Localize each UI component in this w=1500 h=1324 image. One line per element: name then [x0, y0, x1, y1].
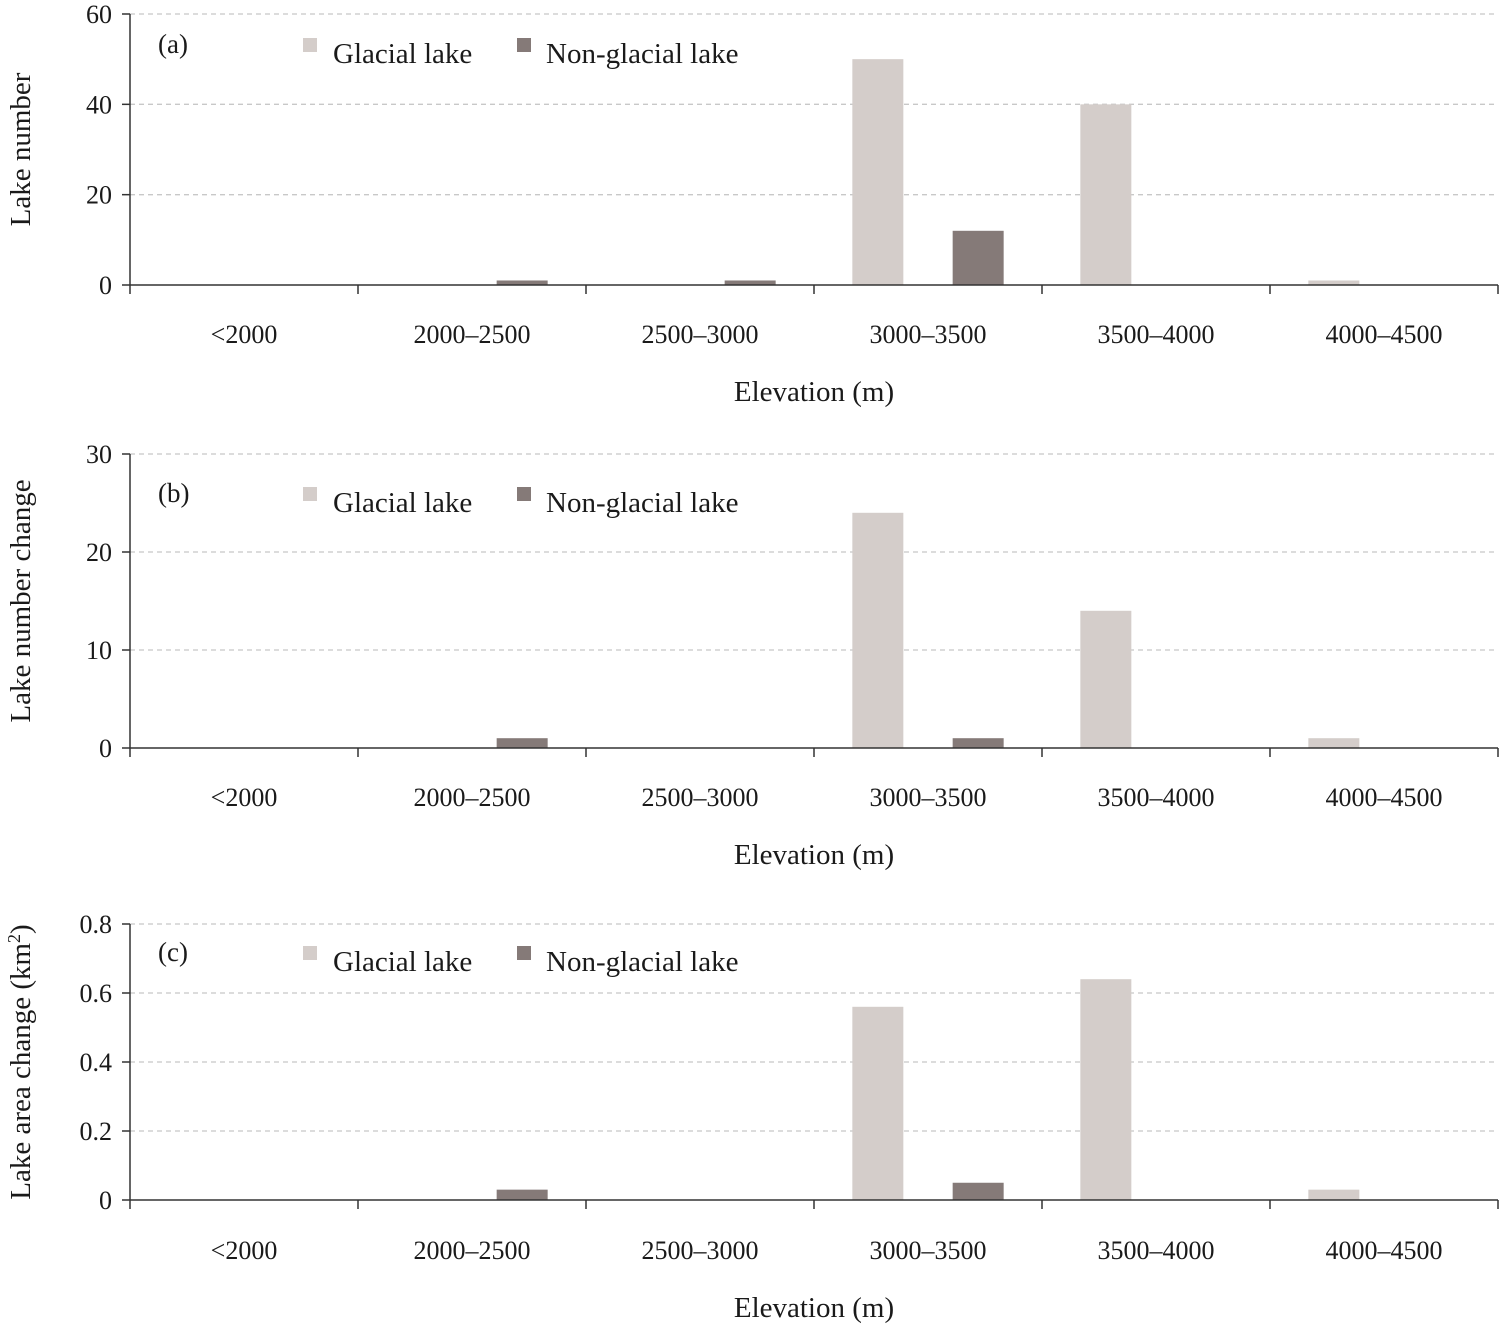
legend-swatch-non-glacial [517, 946, 531, 960]
legend-label-glacial: Glacial lake [333, 946, 472, 978]
y-tick-label: 40 [86, 90, 112, 119]
bar-glacial-3 [852, 512, 904, 748]
x-tick-label: 2500–3000 [642, 1236, 759, 1265]
legend-label-glacial: Glacial lake [333, 38, 472, 70]
y-tick-label: 20 [86, 538, 112, 567]
x-tick-label: 3500–4000 [1098, 783, 1215, 812]
bar-non-glacial-2 [724, 280, 776, 285]
x-tick-label: <2000 [211, 783, 278, 812]
bar-glacial-4 [1080, 104, 1132, 285]
y-tick-label: 30 [86, 440, 112, 469]
y-axis-title: Lake number [5, 72, 37, 226]
y-tick-label: 60 [86, 0, 112, 29]
legend-swatch-non-glacial [517, 487, 531, 501]
x-tick-label: <2000 [211, 1236, 278, 1265]
x-tick-label: 2500–3000 [642, 320, 759, 349]
y-tick-label: 0.2 [80, 1117, 113, 1146]
legend: Glacial lake Non-glacial lake [303, 487, 738, 519]
legend-label-non-glacial: Non-glacial lake [546, 487, 738, 519]
bar-glacial-4 [1080, 610, 1132, 748]
y-tick-label: 0 [99, 1186, 112, 1215]
y-tick-label: 0.8 [80, 910, 113, 939]
bar-non-glacial-1 [496, 280, 548, 285]
y-tick-label: 10 [86, 636, 112, 665]
legend-label-glacial: Glacial lake [333, 487, 472, 519]
y-tick-label: 0.4 [80, 1048, 113, 1077]
y-axis-title: Lake number change [5, 479, 37, 722]
bar-non-glacial-3 [952, 1182, 1004, 1200]
x-tick-label: 3000–3500 [870, 320, 987, 349]
x-tick-label: 2000–2500 [414, 783, 531, 812]
bar-non-glacial-3 [952, 738, 1004, 748]
x-tick-label: 3500–4000 [1098, 320, 1215, 349]
bar-glacial-5 [1308, 1189, 1360, 1200]
x-tick-label: 2000–2500 [414, 320, 531, 349]
legend: Glacial lake Non-glacial lake [303, 38, 738, 70]
y-axis-title-suffix: ) [5, 924, 37, 934]
bar-non-glacial-3 [952, 230, 1004, 285]
legend-swatch-glacial [303, 38, 317, 52]
y-tick-label: 0 [99, 271, 112, 300]
bar-glacial-4 [1080, 979, 1132, 1200]
bar-non-glacial-1 [496, 1189, 548, 1200]
bar-non-glacial-1 [496, 738, 548, 748]
x-tick-label: <2000 [211, 320, 278, 349]
y-axis-title: Lake area change (km2) [4, 924, 37, 1199]
panel-label: (b) [158, 478, 189, 508]
panel-label: (a) [158, 29, 188, 59]
y-tick-label: 20 [86, 181, 112, 210]
x-axis-title: Elevation (m) [734, 1292, 894, 1324]
legend-swatch-non-glacial [517, 38, 531, 52]
legend-swatch-glacial [303, 487, 317, 501]
legend-label-non-glacial: Non-glacial lake [546, 38, 738, 70]
x-tick-label: 3000–3500 [870, 1236, 987, 1265]
bar-glacial-3 [852, 59, 904, 285]
x-tick-label: 2500–3000 [642, 783, 759, 812]
x-tick-label: 4000–4500 [1326, 783, 1443, 812]
x-tick-label: 2000–2500 [414, 1236, 531, 1265]
x-axis-title: Elevation (m) [734, 839, 894, 871]
x-tick-label: 3000–3500 [870, 783, 987, 812]
panel-label: (c) [158, 937, 188, 967]
y-axis-title-superscript: 2 [4, 934, 24, 943]
x-tick-label: 3500–4000 [1098, 1236, 1215, 1265]
x-axis-title: Elevation (m) [734, 376, 894, 408]
bar-glacial-5 [1308, 738, 1360, 748]
y-tick-label: 0.6 [80, 979, 113, 1008]
legend-swatch-glacial [303, 946, 317, 960]
bar-glacial-3 [852, 1006, 904, 1200]
legend: Glacial lake Non-glacial lake [303, 946, 738, 978]
x-tick-label: 4000–4500 [1326, 320, 1443, 349]
chart-panel-b: 0 10 20 30 <2000 2000–2500 2500–3000 3000–3500 3… [5, 440, 1499, 871]
x-tick-label: 4000–4500 [1326, 1236, 1443, 1265]
chart-panel-a: 0 20 40 60 <2000 2000–2500 2500–3000 3000–3500 3… [5, 0, 1499, 408]
y-tick-label: 0 [99, 734, 112, 763]
bar-glacial-5 [1308, 280, 1360, 285]
chart-panel-c: 0 0.2 0.4 0.6 0.8 <2000 2000–2500 2500–3000 3000… [4, 910, 1499, 1324]
legend-label-non-glacial: Non-glacial lake [546, 946, 738, 978]
